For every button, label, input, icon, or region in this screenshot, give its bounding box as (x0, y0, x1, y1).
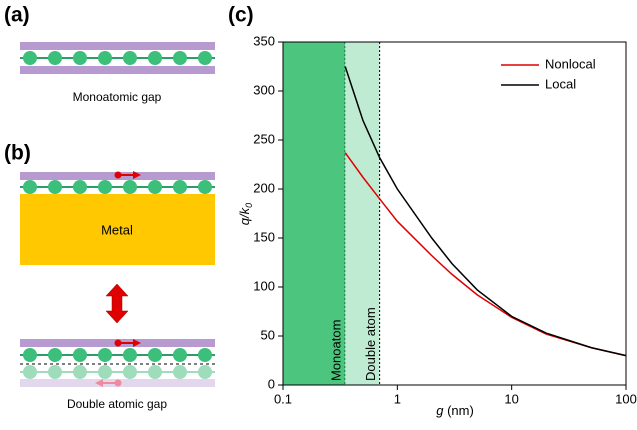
y-tick-label: 200 (253, 180, 275, 195)
y-tick-label: 350 (253, 33, 275, 48)
series-line (345, 67, 626, 356)
x-axis-label-var: g (436, 403, 444, 418)
y-axis-label-text: q/k (237, 206, 252, 225)
region-label: Double atom (363, 307, 378, 381)
legend-label: Nonlocal (545, 56, 596, 71)
x-tick-label: 100 (615, 391, 637, 406)
y-tick-label: 50 (261, 327, 275, 342)
region-label: Monoatom (329, 320, 344, 381)
y-axis-label: q/k0 (237, 203, 254, 225)
x-tick-label: 0.1 (274, 391, 292, 406)
y-tick-label: 0 (268, 376, 275, 391)
double-atomic-diagram (20, 339, 215, 387)
x-axis-label: g (nm) (436, 403, 474, 418)
monoatomic-diagram (20, 42, 215, 74)
panel-label: (b) (4, 142, 31, 165)
double-arrow (106, 284, 128, 323)
caption: Double atomic gap (67, 397, 167, 411)
y-tick-label: 100 (253, 278, 275, 293)
metal-diagram (20, 171, 215, 265)
y-tick-label: 250 (253, 131, 275, 146)
x-tick-label: 1 (394, 391, 401, 406)
caption: Monoatomic gap (73, 90, 162, 104)
y-tick-label: 150 (253, 229, 275, 244)
legend-label: Local (545, 76, 576, 91)
figure: (a) Monoatomic gap (b) Metal (0, 0, 637, 430)
panel-label: (c) (228, 4, 254, 27)
y-tick-label: 300 (253, 82, 275, 97)
series-line (345, 153, 626, 356)
y-axis-label-subscript: 0 (244, 203, 254, 208)
panel-label: (a) (4, 4, 30, 27)
x-axis-label-unit: (nm) (447, 403, 474, 418)
x-tick-label: 10 (504, 391, 518, 406)
metal-label: Metal (101, 222, 133, 237)
